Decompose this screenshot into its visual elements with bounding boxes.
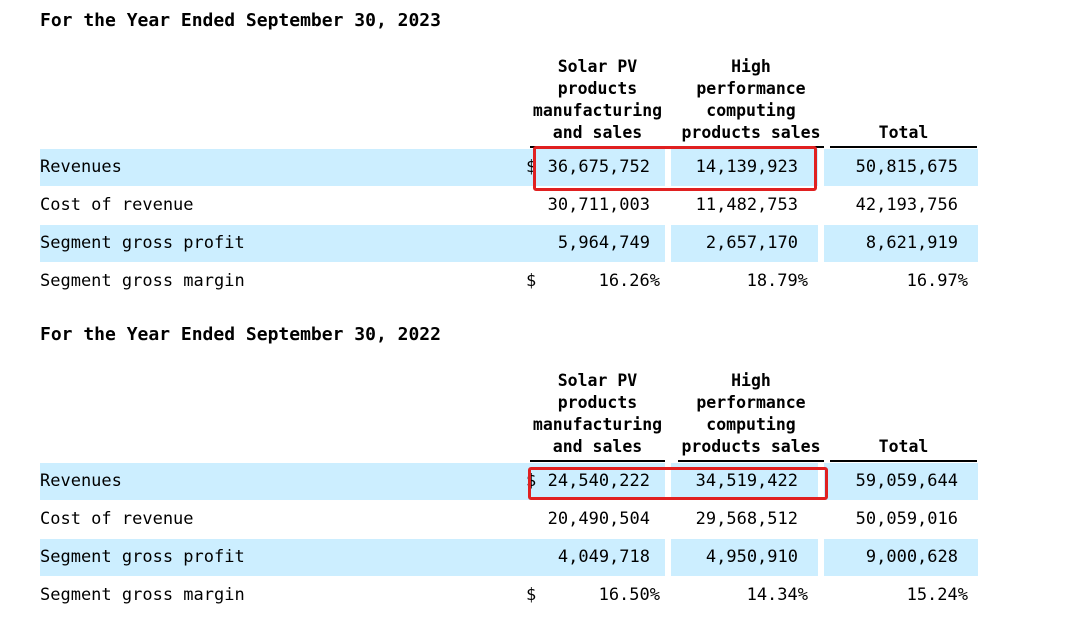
row-label: Cost of revenue bbox=[40, 509, 194, 529]
value-hpc: 14.34% bbox=[746, 585, 808, 605]
value-solar: 20,490,504 bbox=[547, 509, 650, 529]
table-row: Cost of revenue 30,711,003 11,482,753 42… bbox=[40, 187, 978, 224]
header-line: products sales bbox=[681, 437, 821, 456]
header-line: Solar PV bbox=[557, 371, 638, 390]
header-line: computing bbox=[706, 101, 796, 120]
col-header-hpc: High performance computing products sale… bbox=[678, 54, 824, 144]
value-total: 42,193,756 bbox=[855, 195, 958, 215]
value-solar: 4,049,718 bbox=[557, 547, 650, 567]
table-row: Segment gross profit 4,049,718 4,950,910… bbox=[40, 539, 978, 576]
table-row: Segment gross margin $ 16.50% 14.34% 15.… bbox=[40, 577, 978, 614]
value-total: 59,059,644 bbox=[855, 471, 958, 491]
dollar-sign: $ bbox=[526, 271, 537, 291]
value-solar: 24,540,222 bbox=[547, 471, 650, 491]
col-header-total: Total bbox=[830, 368, 977, 458]
row-label: Segment gross margin bbox=[40, 271, 245, 291]
header-line: High bbox=[731, 57, 771, 76]
header-line: Solar PV bbox=[557, 57, 638, 76]
col-header-hpc: High performance computing products sale… bbox=[678, 368, 824, 458]
value-total: 50,059,016 bbox=[855, 509, 958, 529]
highlight-box bbox=[533, 146, 817, 191]
row-label: Segment gross profit bbox=[40, 233, 245, 253]
header-line: Total bbox=[878, 123, 929, 142]
table-row: Cost of revenue 20,490,504 29,568,512 50… bbox=[40, 501, 978, 538]
header-underline bbox=[530, 460, 665, 462]
header-line: performance bbox=[696, 79, 806, 98]
value-hpc: 14,139,923 bbox=[695, 157, 798, 177]
col-header-solar: Solar PV products manufacturing and sale… bbox=[530, 54, 665, 144]
header-underline bbox=[830, 146, 977, 148]
header-line: and sales bbox=[552, 123, 643, 142]
row-label: Revenues bbox=[40, 471, 122, 491]
value-total: 16.97% bbox=[906, 271, 968, 291]
value-total: 8,621,919 bbox=[865, 233, 958, 253]
dollar-sign: $ bbox=[526, 585, 537, 605]
value-hpc: 11,482,753 bbox=[695, 195, 798, 215]
value-solar: 5,964,749 bbox=[557, 233, 650, 253]
value-solar: 16.26% bbox=[598, 271, 660, 291]
value-hpc: 18.79% bbox=[746, 271, 808, 291]
header-line: products bbox=[557, 79, 638, 98]
col-header-total: Total bbox=[830, 54, 977, 144]
table-row: Segment gross margin $ 16.26% 18.79% 16.… bbox=[40, 263, 978, 300]
highlight-box bbox=[528, 467, 828, 500]
value-total: 50,815,675 bbox=[855, 157, 958, 177]
header-underline bbox=[830, 460, 977, 462]
value-hpc: 2,657,170 bbox=[705, 233, 798, 253]
row-label: Segment gross profit bbox=[40, 547, 245, 567]
header-line: High bbox=[731, 371, 771, 390]
table-row: Segment gross profit 5,964,749 2,657,170… bbox=[40, 225, 978, 262]
header-line: performance bbox=[696, 393, 806, 412]
value-hpc: 34,519,422 bbox=[695, 471, 798, 491]
dollar-sign: $ bbox=[526, 157, 537, 177]
value-total: 9,000,628 bbox=[865, 547, 958, 567]
value-total: 15.24% bbox=[906, 585, 968, 605]
section-title: For the Year Ended September 30, 2022 bbox=[40, 324, 441, 345]
header-line: and sales bbox=[552, 437, 643, 456]
header-line: computing bbox=[706, 415, 796, 434]
table-row: Revenues $ 36,675,752 14,139,923 50,815,… bbox=[40, 149, 978, 186]
header-underline bbox=[678, 460, 824, 462]
header-line: products sales bbox=[681, 123, 821, 142]
value-hpc: 4,950,910 bbox=[705, 547, 798, 567]
row-label: Segment gross margin bbox=[40, 585, 245, 605]
header-line: Total bbox=[878, 437, 929, 456]
header-line: manufacturing bbox=[532, 415, 663, 434]
value-solar: 30,711,003 bbox=[547, 195, 650, 215]
row-label: Revenues bbox=[40, 157, 122, 177]
value-solar: 16.50% bbox=[598, 585, 660, 605]
col-header-solar: Solar PV products manufacturing and sale… bbox=[530, 368, 665, 458]
section-title: For the Year Ended September 30, 2023 bbox=[40, 10, 441, 31]
header-line: products bbox=[557, 393, 638, 412]
header-line: manufacturing bbox=[532, 101, 663, 120]
value-solar: 36,675,752 bbox=[547, 157, 650, 177]
table-row: Revenues $ 24,540,222 34,519,422 59,059,… bbox=[40, 463, 978, 500]
row-label: Cost of revenue bbox=[40, 195, 194, 215]
value-hpc: 29,568,512 bbox=[695, 509, 798, 529]
dollar-sign: $ bbox=[526, 471, 537, 491]
